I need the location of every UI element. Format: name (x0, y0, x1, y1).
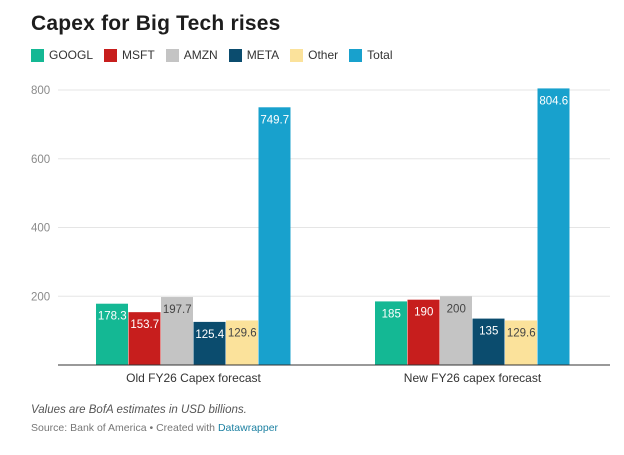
x-category-label: New FY26 capex forecast (404, 371, 542, 385)
legend-swatch-meta (228, 48, 242, 62)
legend-swatch-amzn (165, 48, 179, 62)
bar-meta (193, 321, 226, 365)
legend-label-meta: META (246, 48, 280, 62)
y-tick-label: 400 (31, 223, 50, 235)
bar-other (505, 320, 537, 365)
legend-label-msft: MSFT (122, 48, 155, 62)
bar-value-label: 749.7 (260, 114, 289, 126)
chart-note: Values are BofA estimates in USD billion… (31, 404, 247, 416)
legend-label-total: Total (367, 48, 393, 62)
legend-item-other: Other (290, 48, 338, 62)
bar-value-label: 200 (447, 303, 466, 315)
bar-value-label: 190 (414, 307, 433, 319)
legend-item-meta: META (228, 48, 280, 62)
legend-swatch-googl (31, 48, 44, 62)
bar-value-label: 153.7 (130, 319, 159, 331)
legend-item-amzn: AMZN (165, 48, 218, 62)
y-tick-label: 600 (31, 154, 50, 166)
legend-swatch-other (290, 48, 304, 62)
bar-meta (472, 318, 505, 365)
legend-label-amzn: AMZN (183, 48, 218, 62)
legend-swatch-total (349, 48, 363, 62)
source-text: Source: Bank of America • Created with (31, 422, 218, 434)
bar-googl (96, 303, 128, 365)
bar-value-label: 197.7 (163, 304, 192, 316)
bar-total (258, 107, 291, 366)
chart-title: Capex for Big Tech rises (31, 12, 281, 35)
legend-swatch-msft (104, 48, 118, 62)
x-category-label: Old FY26 Capex forecast (126, 371, 261, 385)
chart-source: Source: Bank of America • Created with D… (31, 422, 278, 434)
bar-msft (128, 312, 161, 365)
bar-amzn (161, 297, 193, 365)
y-tick-label: 200 (31, 291, 50, 303)
bar-other (226, 320, 258, 365)
bar-value-label: 125.4 (195, 329, 224, 341)
chart-legend: GOOGL MSFT AMZN META Other Total (31, 48, 404, 62)
legend-item-googl: GOOGL (31, 48, 93, 62)
datawrapper-link[interactable]: Datawrapper (217, 422, 279, 434)
bar-amzn (440, 296, 472, 365)
bar-total (537, 88, 570, 365)
bar-msft (407, 299, 440, 365)
bar-value-label: 129.6 (507, 327, 536, 339)
bar-value-label: 135 (479, 326, 498, 338)
bar-googl (375, 301, 407, 365)
legend-label-googl: GOOGL (49, 48, 94, 62)
bar-value-label: 804.6 (539, 95, 568, 107)
bar-value-label: 185 (382, 308, 401, 320)
legend-label-other: Other (308, 48, 339, 62)
legend-item-total: Total (349, 48, 393, 62)
legend-item-msft: MSFT (104, 48, 155, 62)
bar-value-label: 178.3 (98, 311, 127, 323)
y-tick-label: 800 (31, 85, 50, 97)
bar-value-label: 129.6 (228, 327, 257, 339)
